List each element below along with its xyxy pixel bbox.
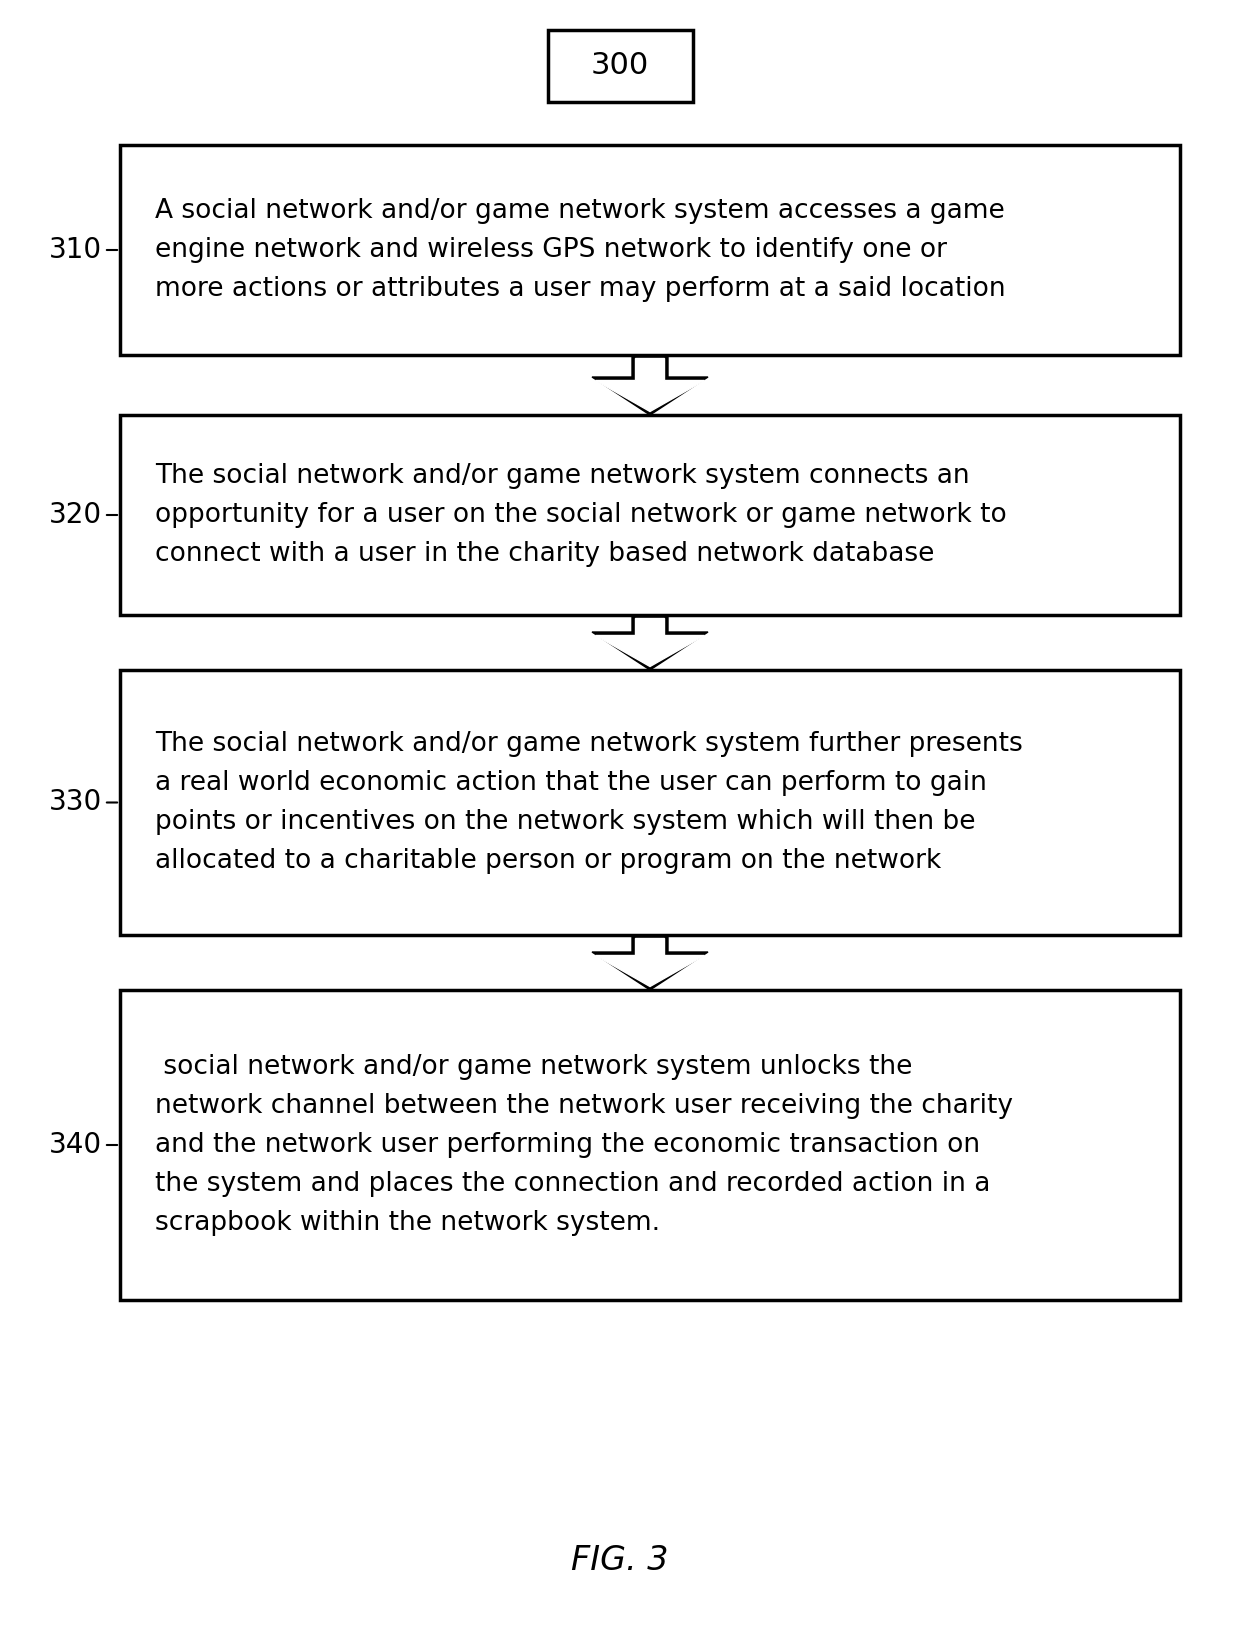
Polygon shape: [595, 619, 704, 667]
Text: social network and/or game network system unlocks the
network channel between th: social network and/or game network syste…: [155, 1053, 1013, 1237]
Polygon shape: [591, 355, 708, 414]
Polygon shape: [595, 939, 704, 986]
Text: FIG. 3: FIG. 3: [572, 1543, 668, 1576]
Bar: [120, 146, 1180, 355]
Polygon shape: [591, 935, 708, 989]
Text: 300: 300: [591, 51, 649, 80]
Text: A social network and/or game network system accesses a game
engine network and w: A social network and/or game network sys…: [155, 198, 1006, 301]
Bar: [120, 670, 1180, 935]
Text: 310: 310: [48, 236, 102, 264]
Text: 340: 340: [48, 1130, 102, 1160]
Text: 320: 320: [48, 501, 102, 529]
Polygon shape: [595, 359, 704, 411]
Text: 330: 330: [48, 788, 102, 816]
Bar: [548, 29, 692, 102]
Text: The social network and/or game network system connects an
opportunity for a user: The social network and/or game network s…: [155, 464, 1007, 567]
Text: The social network and/or game network system further presents
a real world econ: The social network and/or game network s…: [155, 731, 1023, 875]
Bar: [120, 989, 1180, 1301]
Polygon shape: [591, 614, 708, 670]
Bar: [120, 414, 1180, 614]
